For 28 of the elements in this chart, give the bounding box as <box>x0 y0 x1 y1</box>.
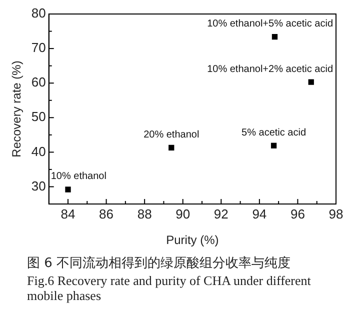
x-tick-label: 90 <box>176 206 190 222</box>
y-tick-label: 30 <box>31 178 46 194</box>
y-tick-label: 60 <box>31 74 46 90</box>
point <box>308 79 314 85</box>
point <box>272 34 278 40</box>
y-tick-label: 40 <box>31 144 46 159</box>
y-axis-title: Recovery rate (%) <box>10 60 24 158</box>
point <box>168 144 174 151</box>
y-tick-label: 50 <box>31 109 46 124</box>
y-tick-label: 70 <box>31 40 46 56</box>
annotation: 10% ethanol+2% acetic acid <box>207 64 334 75</box>
point <box>65 186 71 192</box>
annotation: 10% ethanol <box>50 171 106 182</box>
x-tick-label: 92 <box>214 206 228 222</box>
x-tick-label: 94 <box>252 206 267 222</box>
annotation: 5% acetic acid <box>242 127 306 138</box>
x-tick-label: 98 <box>328 206 344 222</box>
annotation: 20% ethanol <box>144 129 200 140</box>
x-axis-title: Purity (%) <box>166 233 219 248</box>
annotation: 10% ethanol+5% acetic acid <box>207 18 334 30</box>
x-tick-label: 96 <box>290 206 305 222</box>
caption: 图 6 不同流动相得到的绿原酸组分收率与纯度 <box>27 256 292 271</box>
point <box>270 142 277 148</box>
x-tick-label: 84 <box>60 206 76 222</box>
x-tick-label: 86 <box>99 206 114 222</box>
y-tick-label: 80 <box>31 6 46 21</box>
caption: Fig.6 Recovery rate and purity of CHA under different mobile phases <box>27 273 312 303</box>
x-tick-label: 88 <box>137 206 152 222</box>
